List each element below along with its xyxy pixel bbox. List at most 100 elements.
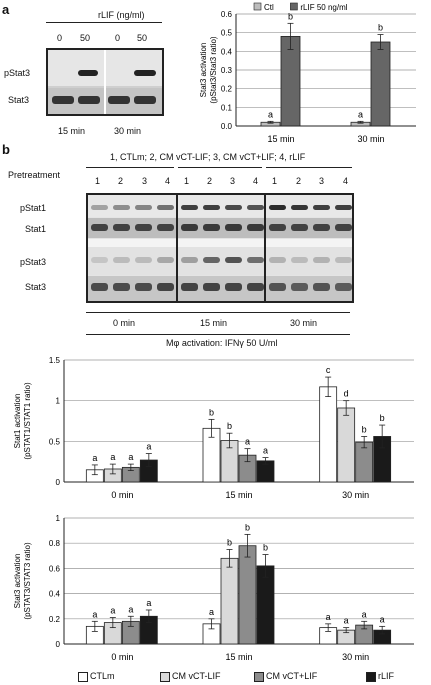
bar bbox=[238, 545, 257, 645]
significance-letter: b bbox=[263, 543, 268, 553]
y-axis-label: Stat3 activation bbox=[13, 554, 22, 609]
significance-letter: a bbox=[358, 109, 363, 119]
blot-row-label: Stat1 bbox=[25, 224, 47, 234]
lane-number: 4 bbox=[253, 176, 259, 186]
significance-letter: b bbox=[245, 522, 250, 532]
significance-letter: a bbox=[146, 598, 151, 608]
x-tick-label: 15 min bbox=[225, 652, 252, 662]
rlif-header-line bbox=[46, 22, 162, 23]
blot-row-label: pStat1 bbox=[20, 203, 47, 213]
blot-time-label: 15 min bbox=[200, 318, 228, 328]
y-axis-label: (pStat3/Stat3 ratio) bbox=[209, 36, 218, 103]
blot-row-label: Stat3 bbox=[8, 95, 30, 105]
significance-letter: a bbox=[344, 616, 349, 626]
lane-number: 2 bbox=[207, 176, 213, 186]
y-tick-label: 0.4 bbox=[49, 590, 61, 599]
legend-swatch bbox=[78, 672, 88, 682]
y-tick-label: 0.2 bbox=[49, 615, 61, 624]
blot-time-label: 0 min bbox=[113, 318, 136, 328]
y-tick-label: 1 bbox=[56, 397, 61, 406]
legend-label: rLIF 50 ng/ml bbox=[300, 3, 347, 12]
significance-letter: b bbox=[288, 11, 293, 21]
pretreatment-label: Pretreatment bbox=[8, 170, 61, 180]
legend-label: CM vCT-LIF bbox=[172, 671, 221, 681]
legend-swatch bbox=[290, 2, 298, 11]
panel-b-western-blot bbox=[86, 193, 354, 303]
y-axis-label: Stat1 activation bbox=[13, 394, 22, 449]
y-tick-label: 0.5 bbox=[49, 437, 61, 446]
lane-number: 2 bbox=[118, 176, 124, 186]
dose-label: 0 bbox=[115, 33, 121, 43]
x-tick-label: 30 min bbox=[342, 652, 369, 662]
lane-legend: 1, CTLm; 2, CM vCT-LIF; 3, CM vCT+LIF; 4… bbox=[110, 152, 306, 162]
legend-swatch bbox=[254, 672, 264, 682]
y-tick-label: 0.4 bbox=[221, 47, 233, 56]
significance-letter: a bbox=[128, 604, 133, 614]
chart-stat1-activation: Stat1 activation (pSTAT1/STAT1 ratio) 0 0.5… bbox=[13, 356, 414, 500]
group-line bbox=[86, 167, 174, 168]
legend-label: CTLm bbox=[90, 671, 115, 681]
bar bbox=[220, 557, 239, 645]
group-line bbox=[266, 167, 352, 168]
y-tick-label: 0 bbox=[56, 640, 61, 649]
legend-swatch bbox=[160, 672, 170, 682]
y-tick-label: 0.6 bbox=[221, 10, 233, 19]
y-tick-label: 1 bbox=[56, 514, 61, 523]
y-tick-label: 0.3 bbox=[221, 66, 233, 75]
blot-time-label: 30 min bbox=[114, 126, 142, 136]
legend-swatch bbox=[253, 2, 262, 11]
dose-label: 50 bbox=[137, 33, 148, 43]
y-tick-label: 0.1 bbox=[221, 103, 233, 112]
significance-letter: a bbox=[92, 453, 97, 463]
significance-letter: a bbox=[268, 109, 273, 119]
dose-label: 0 bbox=[57, 33, 63, 43]
x-tick-label: 30 min bbox=[342, 490, 369, 500]
panel-a-letter: a bbox=[2, 2, 10, 17]
rlif-header: rLIF (ng/ml) bbox=[98, 10, 145, 20]
lane-number: 1 bbox=[95, 176, 101, 186]
x-tick-label: 30 min bbox=[357, 134, 384, 144]
legend-label: Ctl bbox=[264, 3, 274, 12]
activation-line bbox=[86, 334, 350, 335]
significance-letter: b bbox=[227, 538, 232, 548]
y-tick-label: 0 bbox=[56, 478, 61, 487]
significance-letter: a bbox=[128, 452, 133, 462]
significance-letter: d bbox=[344, 389, 349, 399]
legend-swatch bbox=[366, 672, 376, 682]
significance-letter: a bbox=[326, 612, 331, 622]
x-tick-label: 0 min bbox=[111, 490, 133, 500]
significance-letter: a bbox=[110, 452, 115, 462]
lane-number: 2 bbox=[296, 176, 302, 186]
significance-letter: b bbox=[380, 413, 385, 423]
x-tick-label: 15 min bbox=[267, 134, 294, 144]
blot-row-label: pStat3 bbox=[20, 257, 47, 267]
y-tick-label: 0.2 bbox=[221, 85, 233, 94]
significance-letter: b bbox=[362, 424, 367, 434]
chart-stat3-activation: Stat3 activation (pSTAT3/STAT3 ratio) 0 0.2… bbox=[13, 514, 414, 662]
significance-letter: a bbox=[92, 609, 97, 619]
lane-number: 3 bbox=[230, 176, 236, 186]
lane-number: 1 bbox=[272, 176, 278, 186]
panel-a-western-blot bbox=[46, 48, 164, 116]
significance-letter: b bbox=[227, 421, 232, 431]
y-tick-label: 0.0 bbox=[221, 122, 233, 131]
blot-time-label: 30 min bbox=[290, 318, 318, 328]
significance-letter: a bbox=[362, 609, 367, 619]
bar bbox=[370, 41, 391, 127]
significance-letter: a bbox=[380, 614, 385, 624]
significance-letter: b bbox=[378, 23, 383, 33]
time-line bbox=[86, 312, 350, 313]
panel-b-letter: b bbox=[2, 142, 10, 157]
lane-number: 4 bbox=[343, 176, 349, 186]
y-axis-label: (pSTAT3/STAT3 ratio) bbox=[23, 542, 32, 620]
significance-letter: a bbox=[245, 437, 250, 447]
chart-stat3-panel-a: Stat3 activation (pStat3/Stat3 ratio) 0.0 0… bbox=[199, 2, 416, 144]
blot-row-label: Stat3 bbox=[25, 282, 47, 292]
blot-row-label: pStat3 bbox=[4, 68, 31, 78]
y-tick-label: 0.5 bbox=[221, 29, 233, 38]
significance-letter: a bbox=[263, 446, 268, 456]
legend-label: rLIF bbox=[378, 671, 395, 681]
lane-number: 1 bbox=[184, 176, 190, 186]
significance-letter: c bbox=[326, 365, 331, 375]
significance-letter: a bbox=[146, 442, 151, 452]
